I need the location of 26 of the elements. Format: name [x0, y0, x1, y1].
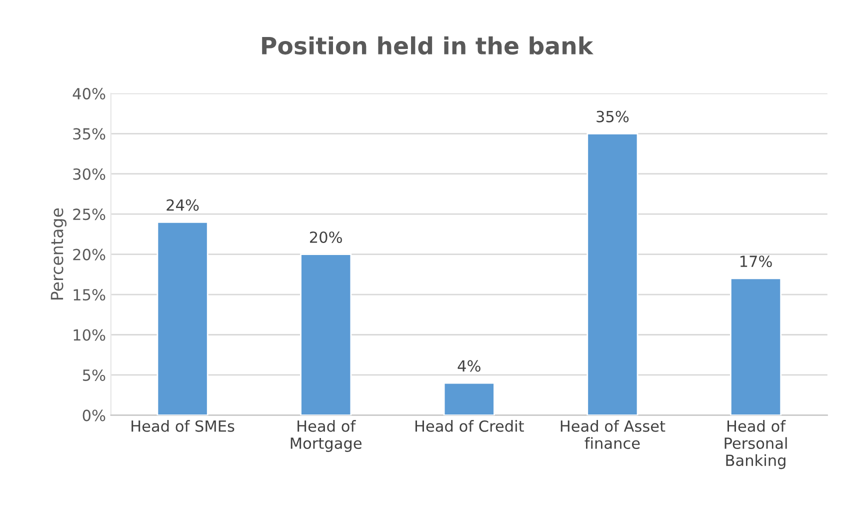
y-tick-label: 10%: [74, 329, 106, 341]
bar: [586, 132, 638, 416]
y-tick-label: 5%: [82, 369, 106, 381]
y-tick-label: 15%: [74, 289, 106, 301]
bar: [730, 278, 782, 416]
data-label: 17%: [740, 256, 772, 268]
data-label: 24%: [166, 199, 199, 211]
y-tick-label: 30%: [73, 168, 106, 180]
x-tick-label: Head of Credit: [415, 420, 524, 432]
x-tick-label: Head of Mortgage: [290, 420, 362, 452]
x-tick-label: Head of Personal Banking: [724, 420, 787, 470]
bar: [156, 221, 208, 416]
y-tick-label: 40%: [72, 88, 106, 100]
bar: [300, 254, 352, 416]
y-tick-label: 25%: [73, 208, 106, 220]
y-tick-label: 0%: [82, 410, 106, 422]
data-label: 4%: [458, 360, 480, 372]
data-label: 35%: [596, 110, 629, 122]
data-label: 20%: [310, 231, 342, 244]
x-tick-label: Head of SMEs: [132, 420, 234, 432]
y-axis-title: Percentage: [50, 208, 67, 300]
y-tick-label: 35%: [73, 128, 106, 140]
y-tick-label: 20%: [73, 248, 106, 260]
x-tick-label: Head of Asset finance: [560, 420, 666, 449]
bar: [443, 382, 495, 416]
chart-title: Position held in the bank: [262, 36, 594, 55]
